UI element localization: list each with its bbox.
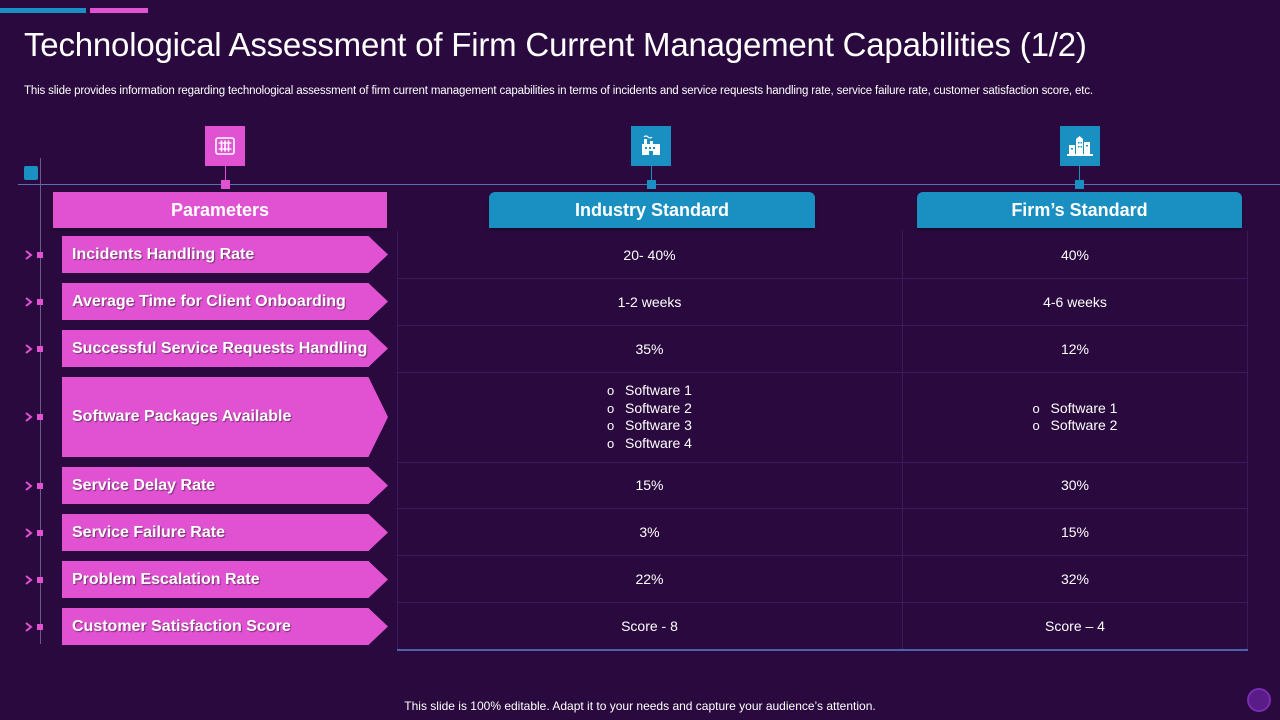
industry-value: 22% [397,555,903,602]
slide-nav-circle[interactable] [1247,688,1271,712]
slide-title: Technological Assessment of Firm Current… [24,26,1087,63]
slide-subtitle: This slide provides information regardin… [24,85,1093,97]
industry-value: 20- 40% [397,231,903,278]
industry-value: 15% [397,462,903,508]
table-row: 3% 15% [397,508,1248,556]
factory-icon [631,126,671,166]
chevron-marker-icon [25,622,43,632]
chevron-marker-icon [25,412,43,422]
parameter-label: Service Delay Rate [62,467,388,504]
table-row: Software 1 Software 2 Software 3 Softwar… [397,372,1248,463]
list-item: Software 3 [607,417,692,435]
table-row: 15% 30% [397,462,1248,509]
table-bottom-line [397,649,1248,651]
list-item: Software 1 [1033,400,1118,418]
table-row: 35% 12% [397,325,1248,373]
table-row: 20- 40% 40% [397,231,1248,279]
header-parameters: Parameters [53,192,387,228]
industry-connector [651,166,652,180]
parameter-label: Software Packages Available [62,377,388,457]
parameter-label: Incidents Handling Rate [62,236,388,273]
footer-note: This slide is 100% editable. Adapt it to… [404,699,876,713]
firm-value: 15% [1060,523,1090,540]
firm-value: Score – 4 [1045,617,1105,634]
top-accent-bar-pink [90,8,148,13]
chevron-marker-icon [25,297,43,307]
table-row: 22% 32% [397,555,1248,603]
list-item: Software 4 [607,435,692,453]
firm-connector [1079,166,1080,180]
vertical-guide-line [40,158,41,644]
table-frame [397,231,1248,649]
industry-dot [647,180,656,189]
chevron-marker-icon [25,344,43,354]
header-firms-standard: Firm’s Standard [917,192,1242,228]
table-row: 1-2 weeks 4-6 weeks [397,278,1248,326]
firm-value: 4-6 weeks [1043,293,1107,310]
chevron-marker-icon [25,528,43,538]
firm-software-list: Software 1 Software 2 [1033,400,1118,435]
firm-value: 40% [1060,246,1090,263]
parameter-label: Customer Satisfaction Score [62,608,388,645]
firm-value: 30% [1060,477,1090,493]
industry-value: 3% [397,508,903,555]
corner-square-marker [24,166,38,180]
server-rack-icon [205,126,245,166]
parameter-label: Service Failure Rate [62,514,388,551]
list-item: Software 2 [1033,417,1118,435]
parameter-label: Average Time for Client Onboarding [62,283,388,320]
parameters-connector [225,166,226,180]
list-item: Software 2 [607,400,692,418]
firm-value: 12% [1060,340,1090,357]
industry-value: 1-2 weeks [397,278,903,325]
firm-dot [1075,180,1084,189]
top-accent-bar-blue [0,8,86,13]
chevron-marker-icon [25,575,43,585]
header-industry-standard: Industry Standard [489,192,815,228]
industry-software-list-cell: Software 1 Software 2 Software 3 Softwar… [397,372,903,462]
parameter-label: Problem Escalation Rate [62,561,388,598]
chevron-marker-icon [25,250,43,260]
city-buildings-icon [1060,126,1100,166]
firm-software-list-cell: Software 1 Software 2 [902,372,1248,462]
list-item: Software 1 [607,382,692,400]
parameter-label: Successful Service Requests Handling [62,330,388,367]
chevron-marker-icon [25,481,43,491]
industry-value: Score - 8 [397,602,903,649]
parameters-dot [221,180,230,189]
firm-value: 32% [1060,570,1090,587]
industry-software-list: Software 1 Software 2 Software 3 Softwar… [607,382,692,452]
industry-value: 35% [397,325,903,372]
table-row: Score - 8 Score – 4 [397,602,1248,649]
